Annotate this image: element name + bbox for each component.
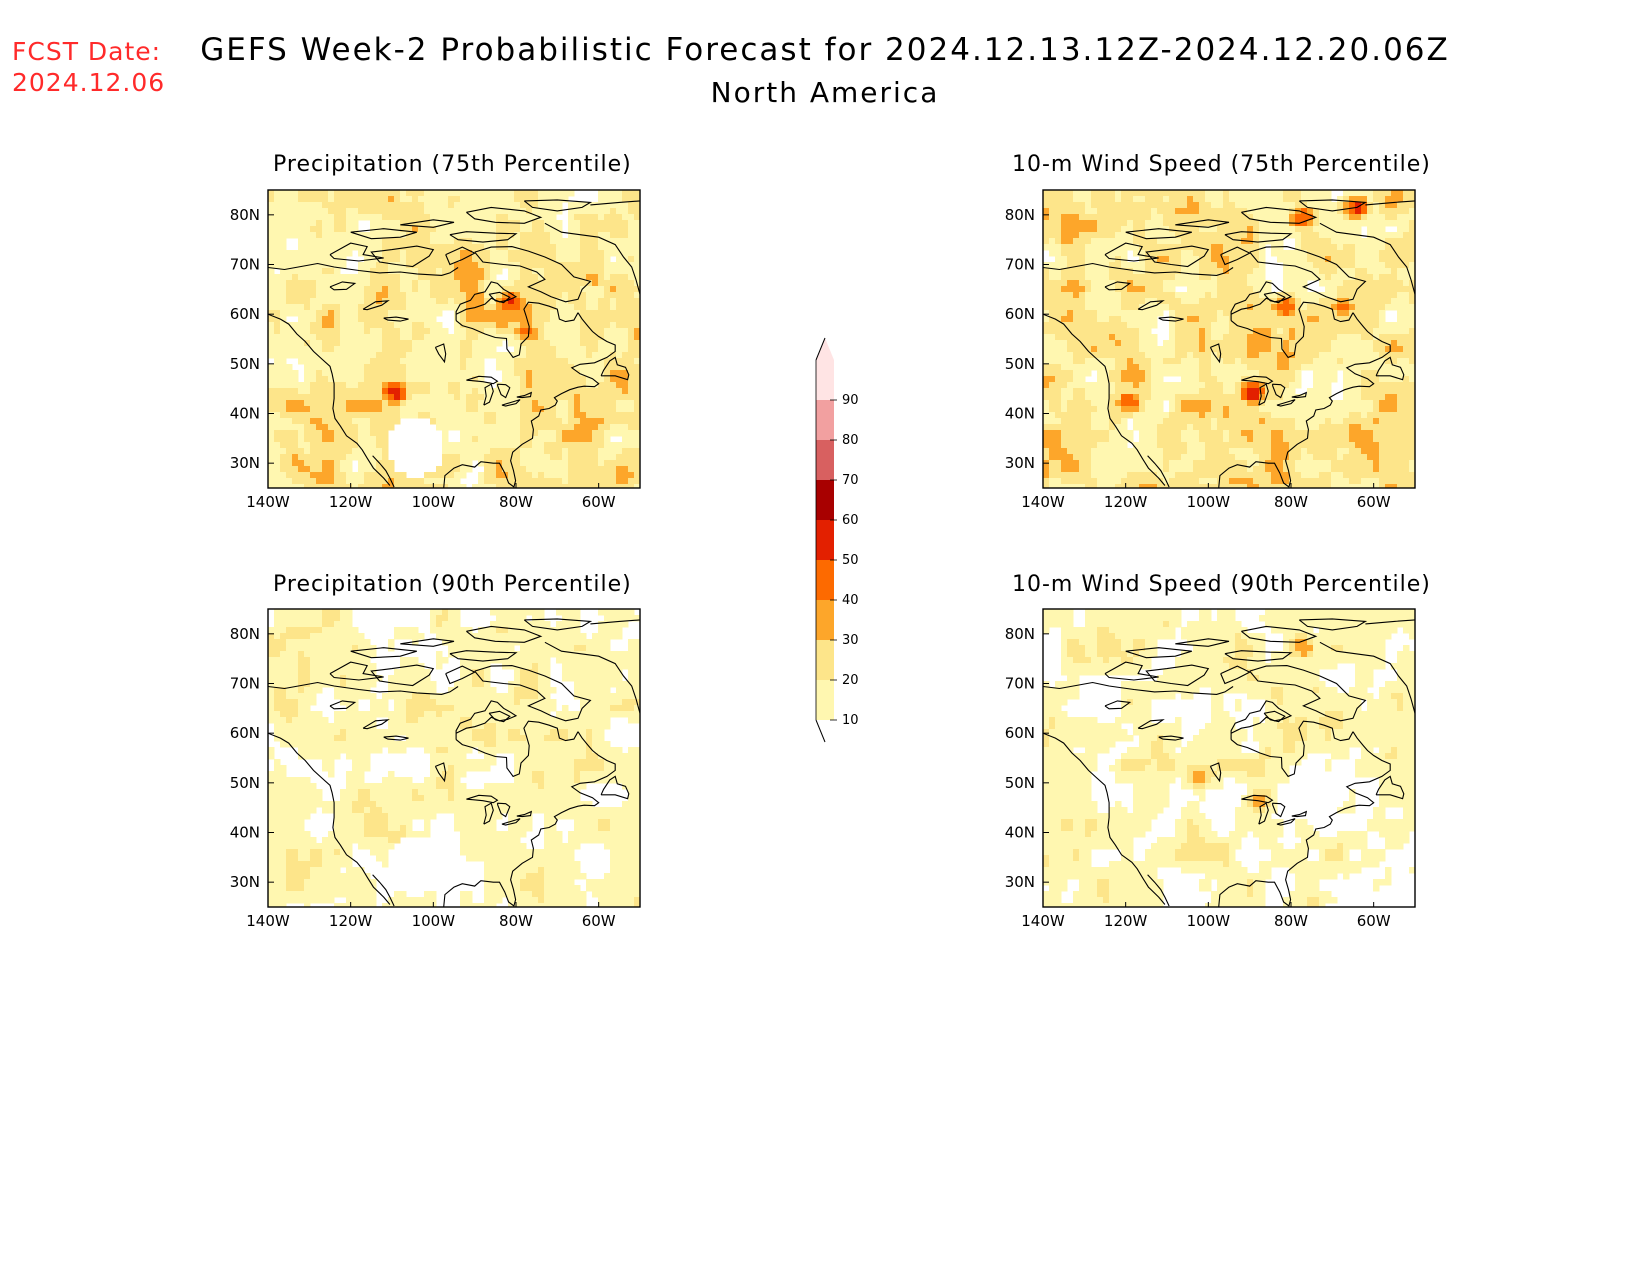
lon-tick-label: 100W <box>412 493 456 511</box>
map-wind-75: 140W 120W 100W 80W 60W 80N 70N 60N 50N 40N 30N <box>1005 189 1416 511</box>
lon-tick-label: 80W <box>1274 493 1308 511</box>
lat-tick-label: 50N <box>230 774 260 792</box>
coastlines <box>1043 199 1415 488</box>
map-frame <box>267 189 641 489</box>
colorbar-swatch <box>816 400 834 440</box>
colorbar-label: 70 <box>842 473 859 488</box>
lat-tick-label: 80N <box>1005 206 1035 224</box>
colorbar-label: 80 <box>842 433 859 448</box>
lon-tick-label: 60W <box>582 912 616 930</box>
lon-tick-label: 120W <box>329 912 373 930</box>
lon-tick-label: 140W <box>1021 912 1065 930</box>
lon-tick-label: 100W <box>1187 912 1231 930</box>
colorbar-label: 10 <box>842 713 859 728</box>
lat-tick-label: 30N <box>1005 873 1035 891</box>
colorbar-top-triangle <box>816 338 834 360</box>
map-frame <box>1042 189 1416 489</box>
lat-tick-label: 30N <box>1005 454 1035 472</box>
forecast-date-block: FCST Date: 2024.12.06 <box>12 36 165 98</box>
lat-tick-label: 30N <box>230 454 260 472</box>
lat-tick-label: 50N <box>1005 355 1035 373</box>
colorbar-swatch <box>816 640 834 680</box>
colorbar-label: 30 <box>842 633 859 648</box>
shaded-field <box>1043 190 1415 488</box>
colorbar-label: 20 <box>842 673 859 688</box>
colorbar-swatch <box>816 560 834 600</box>
lat-tick-label: 70N <box>230 256 260 274</box>
map-precip-90: 140W 120W 100W 80W 60W 80N 70N 60N 50N 40N 30N <box>230 608 641 930</box>
lon-tick-label: 60W <box>582 493 616 511</box>
lon-tick-label: 140W <box>1021 493 1065 511</box>
lon-tick-label: 120W <box>1104 912 1148 930</box>
colorbar-swatch <box>816 520 834 560</box>
panel-title-wind-75: 10-m Wind Speed (75th Percentile) <box>1012 152 1431 177</box>
lat-tick-label: 40N <box>1005 405 1035 423</box>
lat-tick-label: 70N <box>1005 675 1035 693</box>
lat-tick-label: 80N <box>230 206 260 224</box>
map-wind-90: 140W 120W 100W 80W 60W 80N 70N 60N 50N 40N 30N <box>1005 608 1416 930</box>
lat-tick-label: 30N <box>230 873 260 891</box>
colorbar-legend: 10 20 30 40 50 60 70 80 90 <box>815 337 859 743</box>
lon-tick-label: 100W <box>1187 493 1231 511</box>
colorbar-swatch <box>816 480 834 520</box>
lat-tick-label: 40N <box>1005 824 1035 842</box>
lon-tick-label: 60W <box>1357 912 1391 930</box>
lon-tick-label: 120W <box>329 493 373 511</box>
lat-tick-label: 70N <box>1005 256 1035 274</box>
panel-title-precip-75: Precipitation (75th Percentile) <box>273 152 632 177</box>
colorbar-label: 90 <box>842 393 859 408</box>
lat-tick-label: 60N <box>1005 724 1035 742</box>
lat-tick-label: 80N <box>230 625 260 643</box>
lat-tick-label: 40N <box>230 405 260 423</box>
colorbar-label: 40 <box>842 593 859 608</box>
colorbar-bottom-edge <box>815 719 826 743</box>
forecast-date-label: FCST Date: <box>12 37 162 66</box>
colorbar-label: 60 <box>842 513 859 528</box>
lat-tick-label: 60N <box>230 724 260 742</box>
colorbar-swatch <box>816 360 834 400</box>
panel-title-precip-90: Precipitation (90th Percentile) <box>273 572 632 597</box>
lon-tick-label: 120W <box>1104 493 1148 511</box>
colorbar-swatch <box>816 680 834 720</box>
lon-tick-label: 140W <box>246 912 290 930</box>
lon-tick-label: 60W <box>1357 493 1391 511</box>
lon-tick-label: 80W <box>499 493 533 511</box>
lat-tick-label: 40N <box>230 824 260 842</box>
lat-tick-label: 50N <box>1005 774 1035 792</box>
colorbar-swatch <box>816 440 834 480</box>
lon-tick-label: 100W <box>412 912 456 930</box>
map-frame <box>1042 608 1416 908</box>
lat-tick-label: 60N <box>1005 305 1035 323</box>
page-subtitle: North America <box>710 76 940 109</box>
lon-tick-label: 140W <box>246 493 290 511</box>
lat-tick-label: 80N <box>1005 625 1035 643</box>
forecast-date-value: 2024.12.06 <box>12 68 166 97</box>
panel-title-wind-90: 10-m Wind Speed (90th Percentile) <box>1012 572 1431 597</box>
page-title: GEFS Week-2 Probabilistic Forecast for 2… <box>200 32 1450 68</box>
coastlines <box>268 618 640 907</box>
lat-tick-label: 70N <box>230 675 260 693</box>
lat-tick-label: 50N <box>230 355 260 373</box>
coastlines <box>1043 618 1415 907</box>
map-precip-75: 140W 120W 100W 80W 60W 80N 70N 60N 50N 40N 30N <box>230 189 641 511</box>
shaded-field <box>1043 609 1415 907</box>
lon-tick-label: 80W <box>499 912 533 930</box>
shaded-field <box>268 609 640 907</box>
colorbar-label: 50 <box>842 553 859 568</box>
map-frame <box>267 608 641 908</box>
lat-tick-label: 60N <box>230 305 260 323</box>
coastlines <box>268 199 640 488</box>
lon-tick-label: 80W <box>1274 912 1308 930</box>
colorbar-swatch <box>816 600 834 640</box>
